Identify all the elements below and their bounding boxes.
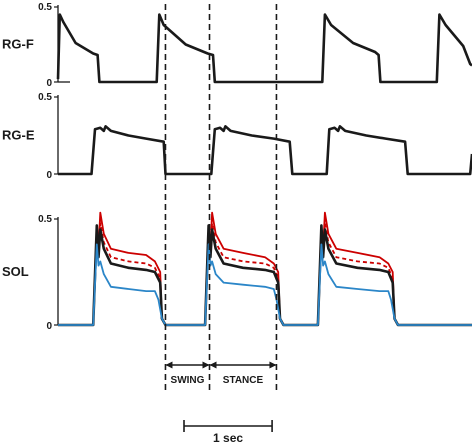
y-tick-label: 0.5 — [38, 92, 52, 103]
series-line-2 — [58, 222, 472, 326]
y-tick-label: 0.5 — [38, 2, 52, 13]
series-line-1 — [58, 211, 472, 326]
series-line-3 — [58, 224, 472, 327]
y-tick-label: 0 — [46, 321, 52, 332]
panel-rg-e: 0.5 0 RG-E — [2, 92, 472, 181]
stance-phase: STANCE — [209, 361, 277, 386]
arrow-head-left — [209, 361, 217, 369]
phase-markers: SWING STANCE — [164, 4, 278, 390]
series-line-4 — [58, 243, 472, 326]
phase-label: STANCE — [223, 375, 264, 386]
arrow-head-left — [165, 361, 173, 369]
scale-bar: 1 sec — [183, 420, 273, 444]
panel-label: RG-F — [2, 37, 34, 52]
panels: 0.5 0 RG-F 0.5 0 RG-E 0.5 0 SOL — [2, 2, 472, 332]
panel-label: RG-E — [2, 128, 35, 143]
arrow-head-right — [202, 361, 210, 369]
series-line-1 — [56, 13, 472, 84]
y-tick-label: 0.5 — [38, 214, 52, 225]
y-tick-label: 0 — [46, 170, 52, 181]
panel-label: SOL — [2, 264, 29, 279]
swing-phase: SWING — [165, 361, 210, 386]
phase-label: SWING — [171, 375, 205, 386]
scale-bar-label: 1 sec — [213, 431, 243, 444]
panel-sol: 0.5 0 SOL — [2, 211, 472, 332]
y-tick-label: 0 — [46, 78, 52, 89]
arrow-head-right — [269, 361, 277, 369]
series-line-1 — [58, 125, 472, 176]
panel-rg-f: 0.5 0 RG-F — [2, 2, 472, 89]
